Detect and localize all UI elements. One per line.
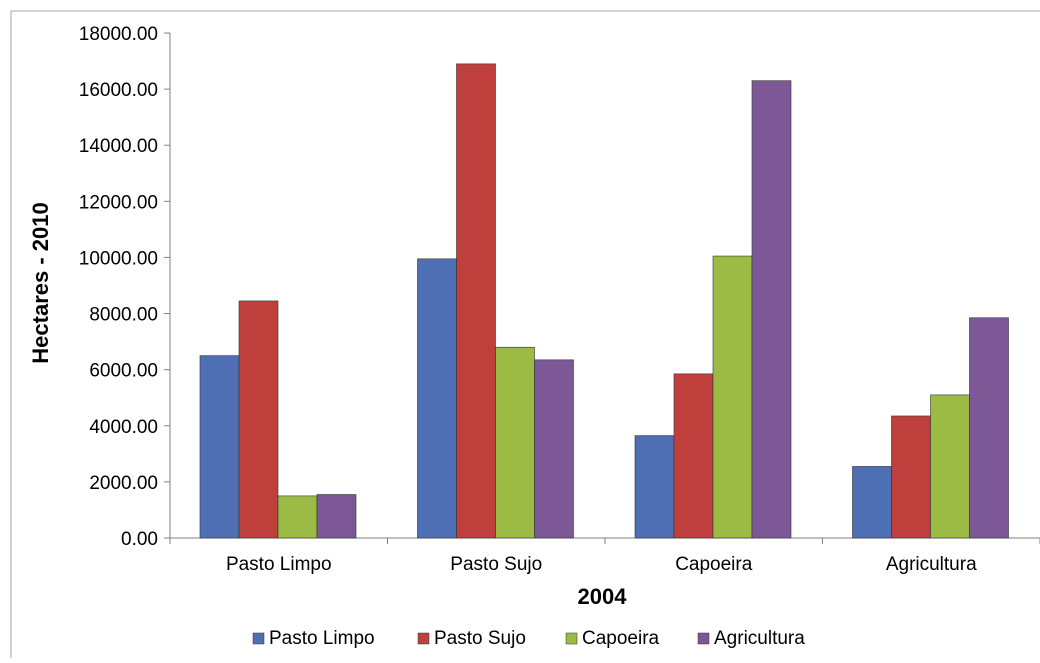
x-axis-title: 2004	[578, 584, 628, 609]
bar-agricultura-capoeira	[751, 80, 792, 539]
legend-label: Pasto Limpo	[269, 628, 375, 649]
y-tick-label: 4000.00	[89, 417, 158, 438]
legend-label: Pasto Sujo	[434, 628, 526, 649]
bar-pasto-limpo-agricultura	[852, 466, 892, 539]
y-tick-label: 14000.00	[79, 136, 158, 157]
bar-capoeira-pasto-sujo	[495, 346, 535, 539]
legend-swatch	[697, 632, 710, 645]
bar-agricultura-pasto-sujo	[534, 359, 574, 539]
x-category-label: Pasto Limpo	[226, 554, 332, 575]
bar-capoeira-pasto-limpo	[277, 495, 318, 539]
y-tick-label: 2000.00	[89, 473, 158, 494]
bar-capoeira-agricultura	[930, 394, 970, 539]
bar-pasto-sujo-pasto-limpo	[238, 300, 279, 539]
y-tick-label: 18000.00	[79, 24, 158, 45]
legend-label: Agricultura	[714, 628, 805, 649]
y-tick-label: 10000.00	[79, 248, 158, 269]
y-axis: 0.00 2000.00 4000.00 6000.00 8000.00 10000.00…	[79, 24, 171, 550]
x-category-label: Agricultura	[886, 554, 977, 575]
chart-border	[10, 10, 1040, 663]
legend-swatch	[252, 632, 265, 645]
bar-capoeira-capoeira	[712, 255, 753, 539]
bar-pasto-limpo-pasto-limpo	[199, 355, 240, 539]
y-tick-label: 16000.00	[79, 80, 158, 101]
x-axis	[169, 537, 1040, 544]
legend-swatch	[565, 632, 578, 645]
bar-pasto-sujo-capoeira	[673, 373, 714, 539]
bar-agricultura-agricultura	[969, 317, 1009, 539]
bar-pasto-limpo-capoeira	[634, 435, 675, 539]
y-axis-title: Hectares - 2010	[28, 202, 53, 363]
bar-pasto-sujo-pasto-sujo	[456, 63, 496, 539]
y-tick-label: 6000.00	[89, 361, 158, 382]
legend: Pasto Limpo Pasto Sujo Capoeira Agricultura	[252, 628, 805, 649]
legend-label: Capoeira	[582, 628, 660, 649]
bar-pasto-sujo-agricultura	[891, 415, 931, 539]
y-tick-label: 12000.00	[79, 192, 158, 213]
x-category-label: Pasto Sujo	[450, 554, 542, 575]
y-tick-label: 0.00	[121, 529, 158, 550]
x-category-label: Capoeira	[675, 554, 753, 575]
y-tick-label: 8000.00	[89, 305, 158, 326]
legend-swatch	[417, 632, 430, 645]
category-labels: Pasto Limpo Pasto Sujo Capoeira Agricultura	[226, 554, 977, 575]
bar-agricultura-pasto-limpo	[316, 494, 357, 539]
bars-group	[199, 63, 1009, 539]
bar-pasto-limpo-pasto-sujo	[417, 258, 457, 539]
